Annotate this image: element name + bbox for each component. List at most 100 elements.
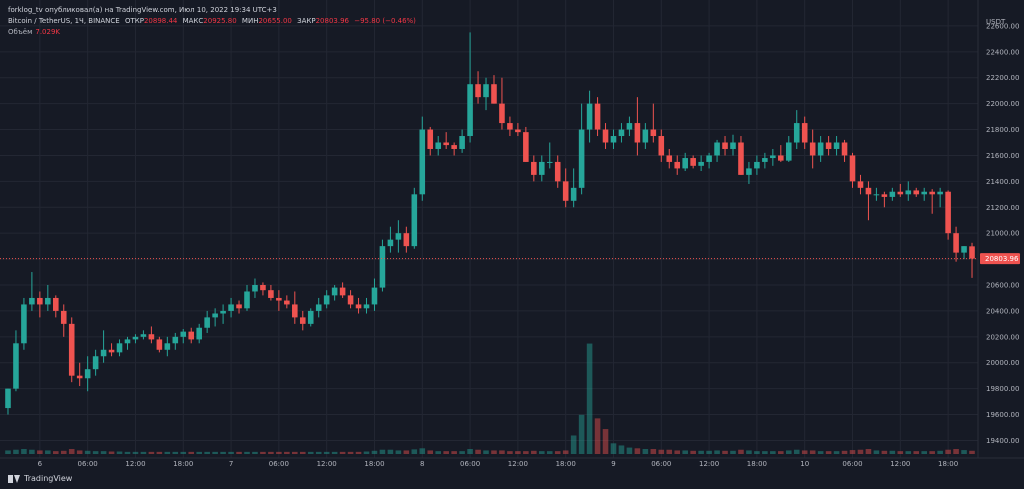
- candle: [778, 145, 784, 162]
- candle-body: [37, 297, 43, 305]
- candle-body: [825, 142, 832, 149]
- volume-bar: [674, 450, 681, 454]
- volume-bar: [52, 451, 59, 454]
- candle-body: [857, 181, 864, 188]
- volume-bar: [268, 451, 274, 454]
- volume-bar: [817, 451, 824, 454]
- candle: [307, 308, 314, 327]
- time-axis[interactable]: 6 06:00 12:00 18:00 7 06:00 12:00 18:00 8 06:00 12…: [38, 460, 959, 468]
- candle: [738, 136, 744, 175]
- candle-body: [634, 123, 641, 143]
- last-price-value: 20803.96: [985, 255, 1019, 263]
- candle: [554, 155, 561, 188]
- candle-body: [801, 123, 808, 143]
- volume-bar: [108, 451, 115, 454]
- candle: [411, 187, 418, 249]
- candle-body: [403, 233, 410, 247]
- candle-body: [913, 190, 920, 195]
- symbol-name[interactable]: Bitcoin / TetherUS, 1Ч, BINANCE: [8, 17, 120, 25]
- change-value: −95.80 (−0.46%): [354, 17, 416, 25]
- candle-body: [108, 349, 115, 353]
- volume-bar: [140, 451, 147, 454]
- volume-bar: [29, 449, 35, 454]
- volume-bar: [722, 450, 728, 454]
- candle: [156, 336, 163, 353]
- volume-bar: [578, 414, 585, 454]
- volume-bar: [188, 451, 195, 454]
- volume-bar: [937, 450, 943, 454]
- candle-body: [299, 317, 306, 324]
- time-tick-label: 06:00: [269, 460, 289, 468]
- candle-body: [554, 161, 561, 182]
- candle: [881, 191, 888, 208]
- candle: [483, 77, 489, 111]
- time-tick-label: 06:00: [842, 460, 862, 468]
- candle-body: [268, 290, 274, 298]
- candle: [793, 110, 800, 149]
- price-tick-label: 19800.00: [986, 385, 1019, 393]
- volume-bar: [666, 449, 673, 454]
- time-tick-label: 12:00: [699, 460, 719, 468]
- volume-bar: [323, 451, 330, 454]
- ohlc-legend[interactable]: Bitcoin / TetherUS, 1Ч, BINANCE ОТКР2089…: [8, 17, 419, 25]
- time-tick-label: 12:00: [125, 460, 145, 468]
- candle: [570, 168, 577, 208]
- volume-bar: [778, 451, 784, 454]
- candle: [276, 290, 282, 311]
- publisher-line: forklog_tv опубликовал(а) на TradingView…: [8, 6, 277, 14]
- tradingview-footer[interactable]: TradingView: [8, 474, 72, 483]
- volume-bar: [793, 449, 800, 454]
- candle: [164, 336, 171, 357]
- candle: [68, 317, 75, 383]
- candle-body: [778, 155, 784, 161]
- volume-bar: [554, 451, 561, 454]
- candle-body: [690, 158, 696, 166]
- volume-bar: [244, 451, 250, 454]
- price-axis[interactable]: 19400.00 19600.00 19800.00 20000.00 20200.00…: [986, 22, 1019, 445]
- volume-bar: [515, 451, 521, 454]
- candle: [618, 123, 625, 143]
- candle-body: [817, 142, 824, 156]
- volume-bar: [419, 448, 426, 454]
- price-tick-label: 21000.00: [986, 230, 1019, 238]
- candle-body: [873, 194, 880, 196]
- volume-bar: [546, 451, 553, 454]
- candle: [515, 123, 521, 137]
- volume-bar: [475, 449, 481, 454]
- volume-bar: [371, 450, 378, 454]
- price-tick-label: 21200.00: [986, 204, 1019, 212]
- time-tick-label: 18:00: [556, 460, 576, 468]
- volume-legend[interactable]: Объём 7.029K: [8, 28, 63, 36]
- candle: [52, 295, 59, 318]
- candle: [212, 308, 218, 327]
- volume-bar: [284, 451, 290, 454]
- volume-bar: [682, 450, 688, 454]
- volume-bar: [873, 450, 880, 454]
- candle-body: [116, 343, 123, 353]
- volume-bar: [379, 449, 386, 454]
- price-tick-label: 19600.00: [986, 411, 1019, 419]
- time-tick-label: 06:00: [651, 460, 671, 468]
- candle: [331, 285, 338, 301]
- candle: [228, 297, 234, 318]
- candle-body: [140, 334, 147, 337]
- candle: [666, 148, 673, 169]
- volume-bar: [618, 445, 625, 454]
- candle: [722, 136, 728, 156]
- volume-bar: [825, 451, 832, 454]
- candle: [578, 103, 585, 195]
- candle-body: [841, 142, 848, 156]
- candle: [642, 123, 649, 149]
- volume-bar: [762, 451, 768, 454]
- candle: [594, 97, 601, 137]
- tradingview-logo-icon: [8, 474, 20, 483]
- candle: [124, 336, 131, 350]
- candle: [371, 278, 378, 311]
- time-tick-label: 9: [611, 460, 615, 468]
- volume-bar: [889, 450, 896, 454]
- candle: [754, 155, 760, 175]
- volume-bar: [443, 451, 449, 454]
- candle: [889, 187, 896, 201]
- candle: [929, 189, 935, 214]
